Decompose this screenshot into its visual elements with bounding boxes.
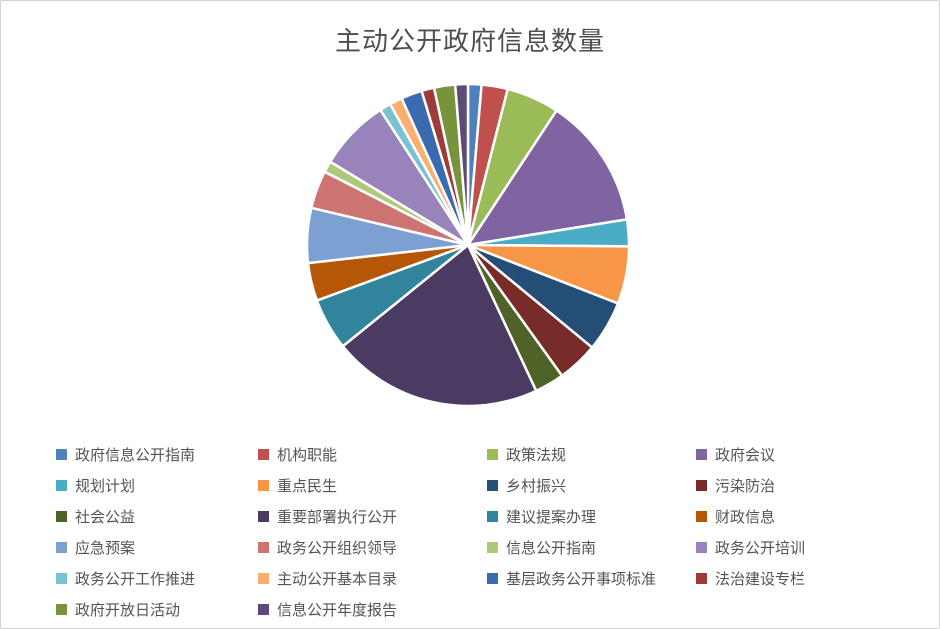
legend-label: 财政信息 — [715, 510, 776, 526]
legend-item[interactable]: 应急预案 — [56, 532, 258, 563]
legend-swatch — [258, 542, 269, 553]
legend-label: 信息公开指南 — [506, 541, 597, 557]
legend-item[interactable]: 机构职能 — [258, 439, 487, 470]
legend-label: 应急预案 — [75, 541, 136, 557]
legend-item[interactable]: 政策法规 — [487, 439, 696, 470]
legend-swatch — [696, 449, 707, 460]
legend-swatch — [487, 449, 498, 460]
legend-swatch — [56, 511, 67, 522]
legend-label: 乡村振兴 — [506, 479, 567, 495]
legend-item[interactable]: 社会公益 — [56, 501, 258, 532]
legend-swatch — [258, 573, 269, 584]
legend-label: 政务公开工作推进 — [75, 572, 196, 588]
legend-item[interactable]: 建议提案办理 — [487, 501, 696, 532]
pie-slice[interactable] — [453, 82, 470, 246]
legend-item[interactable]: 政务公开工作推进 — [56, 563, 258, 594]
legend-swatch — [258, 449, 269, 460]
legend-label: 政策法规 — [506, 448, 567, 464]
legend-swatch — [56, 480, 67, 491]
legend-item[interactable]: 政务公开组织领导 — [258, 532, 487, 563]
legend-swatch — [696, 542, 707, 553]
legend-label: 规划计划 — [75, 479, 136, 495]
pie-slice[interactable] — [341, 243, 538, 408]
chart-title: 主动公开政府信息数量 — [334, 27, 605, 56]
legend-swatch — [56, 604, 67, 615]
chart-legend: 政府信息公开指南 机构职能 政策法规 政府会议规划计划 重点民生 乡村振兴 污染防治社会公益… — [56, 439, 805, 625]
legend-swatch — [56, 449, 67, 460]
legend-label: 法治建设专栏 — [715, 572, 806, 588]
legend-item[interactable]: 信息公开年度报告 — [258, 594, 487, 625]
legend-label: 信息公开年度报告 — [277, 603, 398, 619]
legend-label: 建议提案办理 — [506, 510, 597, 526]
legend-label: 重要部署执行公开 — [277, 510, 398, 526]
legend-item[interactable]: 政府信息公开指南 — [56, 439, 258, 470]
legend-item[interactable]: 基层政务公开事项标准 — [487, 563, 696, 594]
legend-item[interactable]: 重要部署执行公开 — [258, 501, 487, 532]
legend-item[interactable]: 法治建设专栏 — [696, 563, 805, 594]
legend-swatch — [56, 542, 67, 553]
legend-swatch — [696, 511, 707, 522]
legend-item[interactable]: 乡村振兴 — [487, 470, 696, 501]
legend-item[interactable]: 污染防治 — [696, 470, 805, 501]
legend-swatch — [258, 480, 269, 491]
legend-label: 社会公益 — [75, 510, 136, 526]
pie-chart — [305, 82, 631, 408]
legend-label: 机构职能 — [277, 448, 338, 464]
legend-swatch — [56, 573, 67, 584]
legend-label: 基层政务公开事项标准 — [506, 572, 657, 588]
legend-item[interactable]: 规划计划 — [56, 470, 258, 501]
legend-item[interactable]: 主动公开基本目录 — [258, 563, 487, 594]
legend-label: 政府信息公开指南 — [75, 448, 196, 464]
legend-swatch — [696, 480, 707, 491]
legend-swatch — [487, 573, 498, 584]
legend-item[interactable]: 重点民生 — [258, 470, 487, 501]
legend-swatch — [487, 542, 498, 553]
legend-label: 污染防治 — [715, 479, 776, 495]
legend-swatch — [696, 573, 707, 584]
legend-swatch — [258, 604, 269, 615]
legend-label: 政务公开培训 — [715, 541, 806, 557]
legend-item[interactable]: 政府会议 — [696, 439, 805, 470]
pie-slice[interactable] — [465, 108, 629, 247]
legend-swatch — [487, 511, 498, 522]
legend-item[interactable]: 政府开放日活动 — [56, 594, 258, 625]
legend-label: 重点民生 — [277, 479, 338, 495]
legend-label: 主动公开基本目录 — [277, 572, 398, 588]
legend-label: 政府开放日活动 — [75, 603, 181, 619]
legend-item[interactable]: 财政信息 — [696, 501, 805, 532]
legend-item[interactable]: 政务公开培训 — [696, 532, 805, 563]
legend-label: 政府会议 — [715, 448, 776, 464]
legend-item[interactable]: 信息公开指南 — [487, 532, 696, 563]
legend-swatch — [258, 511, 269, 522]
legend-swatch — [487, 480, 498, 491]
legend-label: 政务公开组织领导 — [277, 541, 398, 557]
